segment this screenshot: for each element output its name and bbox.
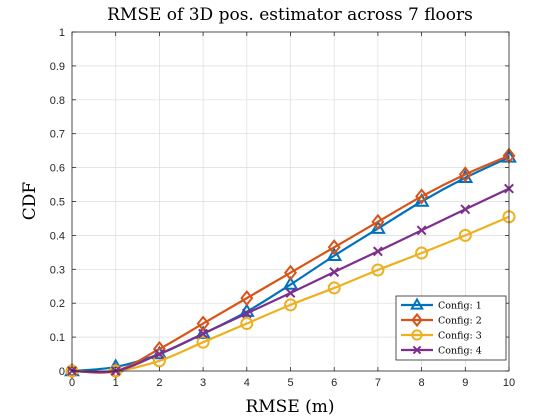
y-tick-label: 0.9 <box>50 61 65 73</box>
data-point <box>327 239 341 256</box>
y-tick-label: 0.5 <box>50 197 65 209</box>
y-tick-label: 0.1 <box>50 332 65 344</box>
data-point <box>241 308 252 319</box>
y-tick-label: 0.7 <box>50 129 65 141</box>
data-point <box>371 213 385 230</box>
chart-title: RMSE of 3D pos. estimator across 7 floor… <box>107 5 473 25</box>
data-point <box>284 264 297 281</box>
y-tick-label: 0.3 <box>50 264 65 276</box>
legend-entry: Config: 1 <box>401 297 482 312</box>
legend-marker <box>412 345 422 355</box>
data-point <box>154 349 165 359</box>
x-tick-label: 9 <box>462 377 468 389</box>
data-point <box>240 290 254 307</box>
data-point <box>372 246 383 257</box>
data-point <box>458 228 472 242</box>
y-tick-label: 0.8 <box>50 95 65 107</box>
y-axis-label: CDF <box>20 182 40 221</box>
x-tick-label: 5 <box>287 377 293 389</box>
data-point <box>283 298 298 312</box>
x-tick-label: 3 <box>200 377 206 389</box>
data-point <box>371 263 385 277</box>
legend-marker <box>411 329 423 341</box>
series-line <box>71 215 510 373</box>
x-tick-label: 10 <box>503 377 515 389</box>
data-point <box>369 220 386 234</box>
x-tick-label: 2 <box>156 377 162 389</box>
data-point <box>329 267 340 277</box>
legend-marker <box>410 297 424 310</box>
legend-label: Config: 3 <box>438 331 482 342</box>
x-tick-label: 7 <box>375 377 381 389</box>
x-tick-label: 6 <box>331 377 337 389</box>
legend-label: Config: 2 <box>438 316 482 327</box>
data-point <box>198 328 209 339</box>
data-point <box>326 247 343 261</box>
legend: Config: 1 Config: 2 Config: 3 Config: 4 <box>395 295 507 361</box>
y-tick-label: 0.6 <box>50 163 65 175</box>
x-tick-label: 8 <box>419 377 425 389</box>
data-point <box>196 335 210 349</box>
x-tick-label: 1 <box>113 377 119 389</box>
legend-marker <box>411 312 423 328</box>
y-tick-label: 1 <box>59 27 65 39</box>
data-point <box>416 225 427 236</box>
series-3 <box>65 210 516 378</box>
legend-entry: Config: 4 <box>401 346 482 357</box>
y-tick-label: 0.4 <box>50 230 65 242</box>
x-axis-label: RMSE (m) <box>245 397 334 417</box>
x-tick-label: 0 <box>69 377 75 389</box>
data-point <box>460 204 471 215</box>
data-point <box>415 246 429 260</box>
data-point <box>327 281 341 295</box>
data-point <box>285 288 296 298</box>
series-layer <box>64 147 517 380</box>
data-point <box>196 315 210 332</box>
legend-entry: Config: 2 <box>401 312 482 328</box>
legend-label: Config: 4 <box>438 346 482 357</box>
x-tick-label: 4 <box>244 377 250 389</box>
series-line <box>71 154 510 374</box>
legend-entry: Config: 3 <box>401 329 482 342</box>
data-point <box>458 166 472 183</box>
y-tick-label: 0 <box>59 366 65 378</box>
data-point <box>415 188 429 205</box>
y-tick-label: 0.2 <box>50 298 65 310</box>
data-point <box>240 317 254 331</box>
legend-label: Config: 1 <box>438 301 482 312</box>
data-point <box>282 276 299 290</box>
